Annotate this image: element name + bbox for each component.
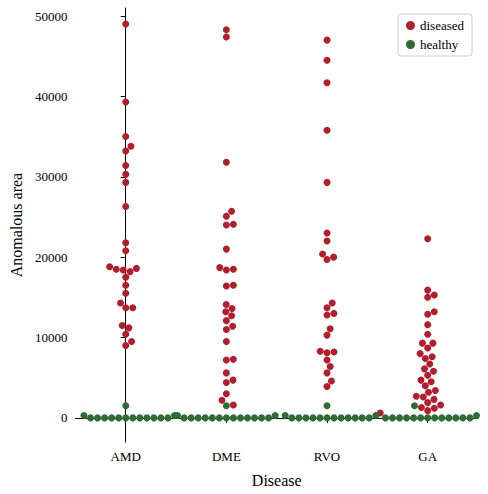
- svg-text:healthy: healthy: [420, 37, 459, 52]
- svg-text:30000: 30000: [35, 169, 68, 184]
- svg-text:40000: 40000: [35, 89, 68, 104]
- svg-text:AMD: AMD: [111, 449, 141, 464]
- svg-text:Anomalous area: Anomalous area: [8, 173, 25, 277]
- svg-text:diseased: diseased: [420, 18, 465, 33]
- svg-text:0: 0: [61, 410, 68, 425]
- svg-text:Disease: Disease: [252, 472, 302, 489]
- svg-text:GA: GA: [418, 449, 437, 464]
- svg-text:50000: 50000: [35, 9, 68, 24]
- svg-text:RVO: RVO: [314, 449, 340, 464]
- svg-text:10000: 10000: [35, 330, 68, 345]
- svg-text:DME: DME: [212, 449, 241, 464]
- svg-text:20000: 20000: [35, 250, 68, 265]
